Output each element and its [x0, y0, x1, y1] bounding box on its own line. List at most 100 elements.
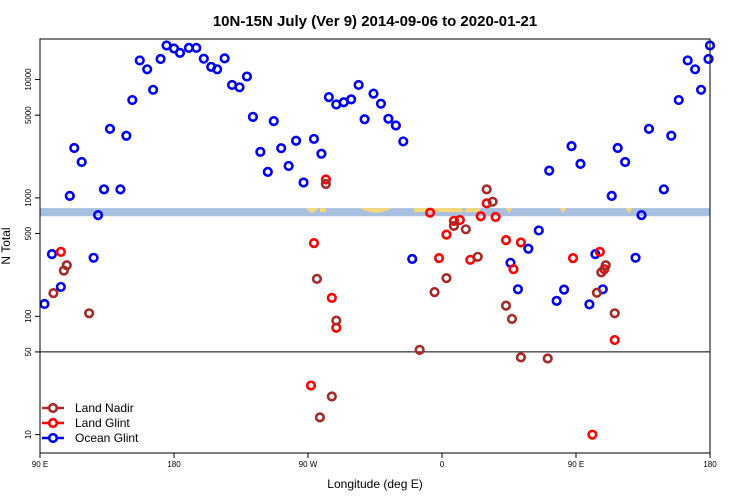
chart-title: 10N-15N July (Ver 9) 2014-09-06 to 2020-… [213, 13, 537, 30]
y-tick-label: 50 [24, 347, 33, 356]
y-tick-label: 10 [24, 430, 33, 439]
land-glint-point [500, 235, 512, 246]
ocean-glint-point [558, 284, 570, 295]
land-nadir-point [429, 287, 440, 298]
ocean-glint-point [390, 120, 401, 131]
x-tick-label: 180 [167, 460, 181, 469]
ocean-glint-point [359, 114, 370, 125]
ocean-glint-point [98, 184, 110, 195]
land-glint-point [448, 215, 460, 226]
ocean-glint-point [398, 136, 409, 147]
ocean-glint-point [276, 143, 287, 154]
land-glint-point [433, 253, 445, 264]
ocean-glint-point [636, 210, 647, 221]
ocean-glint-point [353, 79, 364, 91]
land-glint-point [594, 246, 605, 257]
land-glint-point [424, 207, 436, 218]
ocean-glint-point [512, 284, 524, 295]
land-nadir-point [441, 273, 452, 284]
ocean-glint-point [191, 42, 202, 54]
ocean-glint-point [219, 53, 230, 64]
legend-marker-land-glint [47, 417, 59, 429]
land-nadir-point [84, 308, 95, 319]
land-nadir-point [48, 287, 59, 299]
ocean-glint-point [88, 252, 99, 263]
legend-marker-land-nadir [47, 402, 59, 414]
x-tick-label: 90 W [299, 460, 318, 469]
land-nadir-point [472, 251, 483, 262]
land-glint-point [441, 229, 452, 240]
land-glint-point [609, 334, 620, 346]
y-axis-label: N Total [0, 227, 13, 264]
ocean-glint-point [55, 281, 66, 293]
x-tick-label: 90 E [32, 460, 48, 469]
land-glint-point [515, 237, 527, 248]
ocean-glint-point [658, 184, 669, 195]
ocean-glint-point [46, 249, 58, 260]
x-tick-label: 180 [703, 460, 717, 469]
ocean-glint-point [643, 123, 655, 134]
ocean-glint-point [92, 210, 104, 221]
land-nadir-point [600, 260, 611, 271]
land-nadir-point [314, 412, 326, 423]
ocean-glint-point [544, 165, 555, 176]
ocean-glint-point [308, 133, 320, 145]
ocean-glint-point [375, 98, 387, 109]
x-tick-label: 0 [440, 460, 445, 469]
x-axis-ticks: 90 E 180 90 W 0 90 E 180 [32, 453, 717, 469]
land-nadir-point [596, 267, 607, 278]
ocean-glint-point [104, 123, 116, 134]
ocean-glint-point [298, 177, 309, 188]
y-tick-label: 10000 [24, 68, 33, 91]
land-nadir-point [326, 391, 337, 402]
ocean-glint-point [148, 84, 159, 95]
ocean-glint-point [368, 88, 379, 99]
land-glint-point [320, 174, 331, 185]
land-glint-point [587, 429, 598, 440]
x-tick-label: 90 E [568, 460, 584, 469]
ocean-glint-point [255, 146, 266, 157]
land-glint-point [490, 211, 501, 223]
ocean-glint-point [407, 253, 418, 265]
ocean-glint-point [283, 160, 294, 172]
ocean-glint-point [575, 158, 586, 169]
ocean-glint-point [134, 55, 145, 66]
land-nadir-point [481, 184, 492, 195]
land-nadir-point [609, 308, 620, 319]
ocean-glint-point [76, 156, 87, 168]
y-tick-label: 1000 [24, 188, 33, 206]
ocean-glint-point [290, 135, 302, 146]
y-tick-label: 500 [24, 226, 33, 240]
ocean-glint-point [666, 130, 677, 141]
ocean-glint-point [673, 94, 684, 106]
ocean-glint-point [234, 82, 245, 93]
land-glint-point [508, 264, 519, 275]
land-nadir-point [515, 352, 527, 363]
ocean-glint-point [316, 148, 327, 159]
ocean-glint-point [690, 64, 701, 75]
ocean-glint-point [383, 113, 394, 124]
points-layer [39, 40, 716, 440]
ocean-glint-point [703, 53, 714, 65]
land-glint-point [308, 238, 320, 249]
land-nadir-point [61, 260, 72, 271]
land-nadir-point [500, 300, 512, 311]
ocean-glint-point [39, 298, 50, 310]
land-nadir-point [506, 313, 518, 325]
land-glint-point [567, 253, 579, 264]
ocean-glint-point [566, 140, 577, 152]
land-nadir-point [591, 287, 602, 298]
land-nadir-point [320, 178, 331, 190]
ocean-glint-point [682, 55, 693, 66]
y-axis-ticks: 10 50 100 500 1000 5000 10000 [24, 68, 40, 439]
ocean-glint-point [142, 64, 153, 75]
land-glint-point [326, 292, 337, 303]
legend-label-land-nadir: Land Nadir [75, 401, 134, 415]
land-glint-point [305, 380, 317, 391]
ocean-glint-point [127, 94, 138, 106]
ocean-glint-point [262, 166, 273, 177]
ocean-glint-point [620, 156, 631, 168]
ocean-glint-point [346, 94, 357, 105]
plot-frame [39, 38, 711, 454]
